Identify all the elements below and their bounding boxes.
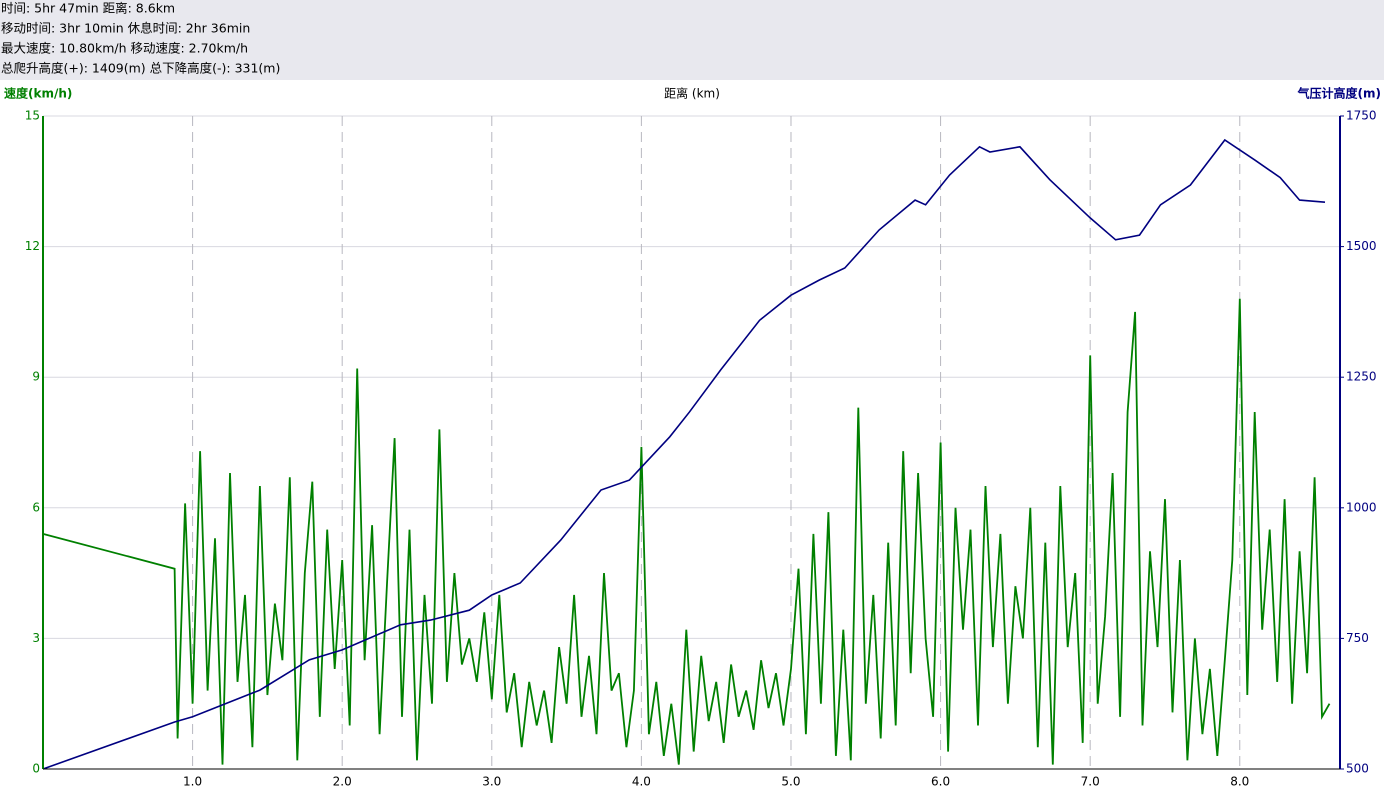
y2-tick-label: 1500 bbox=[1346, 239, 1377, 253]
x-tick-label: 5.0 bbox=[781, 775, 800, 789]
x-tick-label: 6.0 bbox=[931, 775, 950, 789]
y-tick-label: 6 bbox=[32, 500, 40, 514]
summary-line: 最大速度: 10.80km/h 移动速度: 2.70km/h bbox=[1, 41, 248, 56]
data-line bbox=[42, 138, 1326, 770]
y2-tick-label: 1000 bbox=[1346, 500, 1377, 514]
x-tick-label: 8.0 bbox=[1230, 775, 1249, 789]
y-tick-label: 9 bbox=[32, 370, 40, 384]
summary-panel bbox=[0, 0, 1384, 80]
summary-line: 移动时间: 3hr 10min 休息时间: 2hr 36min bbox=[1, 21, 250, 36]
data-line bbox=[42, 298, 1331, 765]
y2-tick-label: 1250 bbox=[1346, 370, 1377, 384]
y2-tick-label: 500 bbox=[1346, 762, 1369, 776]
y-tick-label: 12 bbox=[25, 239, 40, 253]
y-axis-title: 速度(km/h) bbox=[4, 86, 72, 101]
x-tick-label: 3.0 bbox=[482, 775, 501, 789]
y2-tick-label: 750 bbox=[1346, 631, 1369, 645]
summary-line: 时间: 5hr 47min 距离: 8.6km bbox=[1, 1, 175, 16]
y2-axis-title: 气压计高度(m) bbox=[1297, 86, 1381, 101]
x-tick-label: 2.0 bbox=[333, 775, 352, 789]
x-tick-label: 7.0 bbox=[1081, 775, 1100, 789]
x-tick-label: 4.0 bbox=[632, 775, 651, 789]
summary-line: 总爬升高度(+): 1409(m) 总下降高度(-): 331(m) bbox=[1, 61, 280, 76]
y2-tick-label: 1750 bbox=[1346, 109, 1377, 123]
x-tick-label: 1.0 bbox=[183, 775, 202, 789]
y-tick-label: 15 bbox=[25, 109, 40, 123]
x-axis-title: 距离 (km) bbox=[664, 86, 720, 101]
y-tick-label: 0 bbox=[32, 762, 40, 776]
y-tick-label: 3 bbox=[32, 631, 40, 645]
